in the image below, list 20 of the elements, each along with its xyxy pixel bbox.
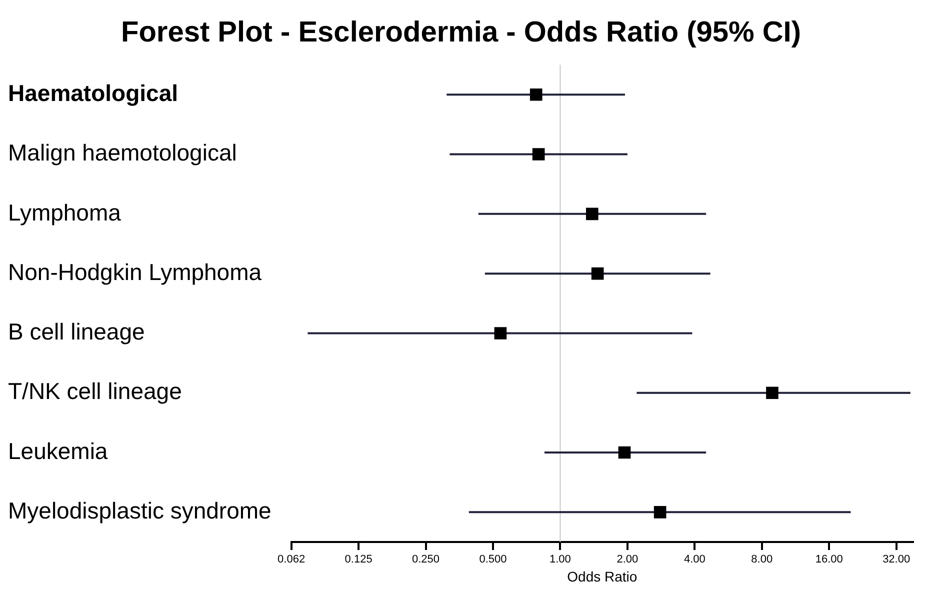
y-tick-label: Non-Hodgkin Lymphoma <box>8 258 262 285</box>
x-tick-label: 32.00 <box>882 554 910 566</box>
x-tick-label: 4.00 <box>684 554 706 566</box>
y-tick-label: Leukemia <box>8 438 108 464</box>
x-tick-label: 0.062 <box>278 554 306 566</box>
x-tick-label: 0.250 <box>412 554 440 566</box>
y-tick-label: B cell lineage <box>8 318 145 345</box>
y-tick-label: Myelodisplastic syndrome <box>8 498 272 524</box>
y-tick-label: Malign haemotological <box>8 140 237 166</box>
y-tick-label: T/NK cell lineage <box>8 378 182 404</box>
chart-title: Forest Plot - Esclerodermia - Odds Ratio (95% CI) <box>120 16 802 48</box>
x-axis-title: Odds Ratio <box>567 568 638 584</box>
y-tick-label: Lymphoma <box>8 199 122 226</box>
y-tick-label: Haematological <box>8 80 178 106</box>
x-tick-label: 1.00 <box>550 554 571 566</box>
x-tick-label: 0.125 <box>344 554 372 566</box>
x-tick-label: 16.00 <box>815 554 843 566</box>
x-tick-label: 2.00 <box>616 554 638 566</box>
x-tick-label: 0.500 <box>479 554 507 566</box>
x-tick-label: 8.00 <box>751 554 773 566</box>
